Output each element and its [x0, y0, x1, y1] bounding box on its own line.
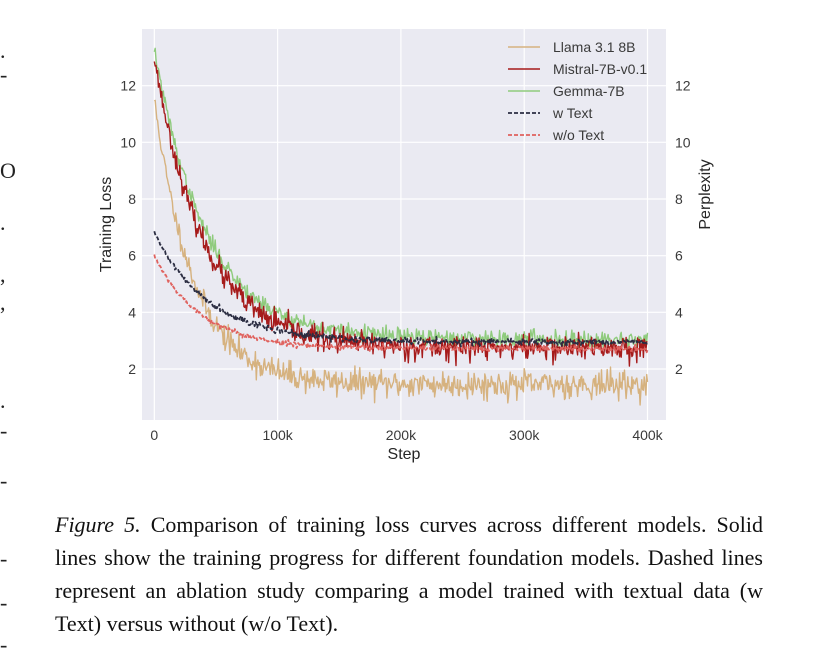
y-tick-label-right: 2 [675, 361, 683, 377]
legend-label: Gemma-7B [553, 83, 625, 99]
margin-mark: . [0, 388, 6, 413]
margin-mark: , [0, 262, 6, 287]
x-tick-label: 200k [386, 427, 417, 443]
y-tick-label-right: 8 [675, 191, 683, 207]
margin-mark: - [0, 546, 8, 571]
grid-lines [142, 29, 666, 420]
margin-mark: . [0, 38, 6, 63]
y-tick-label: 6 [128, 248, 136, 264]
y-tick-label: 10 [120, 134, 136, 150]
legend-label: w/o Text [552, 127, 604, 143]
left-margin-fragments: . - O . , , . - - - - - [0, 0, 20, 670]
margin-mark: - [0, 418, 8, 443]
legend-label: Llama 3.1 8B [553, 39, 636, 55]
y-tick-label-right: 10 [675, 134, 691, 150]
margin-mark: - [0, 632, 8, 657]
tick-labels: 0 100k 200k 300k 400k 2 2 4 4 6 6 8 8 10 10 12 12 [120, 78, 690, 443]
x-tick-label: 100k [262, 427, 293, 443]
legend: Llama 3.1 8B Mistral-7B-v0.1 Gemma-7B w Tex… [508, 39, 647, 143]
y-tick-label: 2 [128, 361, 136, 377]
legend-label: w Text [552, 105, 593, 121]
y-tick-label: 8 [128, 191, 136, 207]
y-tick-label: 12 [120, 78, 136, 94]
x-tick-label: 0 [150, 427, 158, 443]
y-tick-label-right: 4 [675, 304, 683, 320]
x-axis-label: Step [388, 446, 421, 463]
margin-mark: , [0, 290, 6, 315]
series-line-1 [153, 61, 648, 367]
series-line-3 [153, 231, 648, 348]
margin-mark: - [0, 590, 8, 615]
series-line-4 [153, 254, 649, 354]
margin-mark: - [0, 468, 8, 493]
y-axis-label-right: Perplexity [697, 159, 714, 229]
y-tick-label-right: 12 [675, 78, 691, 94]
y-tick-label-right: 6 [675, 248, 683, 264]
margin-mark: - [0, 62, 8, 87]
y-axis-label: Training Loss [98, 177, 115, 272]
series-line-0 [153, 99, 649, 406]
training-loss-chart: 0 100k 200k 300k 400k 2 2 4 4 6 6 8 8 10 10 12 12 Llama … [98, 29, 714, 463]
caption-label: Figure 5. [55, 512, 141, 537]
x-tick-label: 400k [632, 427, 663, 443]
legend-label: Mistral-7B-v0.1 [553, 61, 647, 77]
figure-caption: Figure 5. Comparison of training loss cu… [55, 508, 763, 640]
series-lines [153, 47, 649, 406]
x-tick-label: 300k [509, 427, 540, 443]
margin-mark: O [0, 158, 16, 183]
margin-mark: . [0, 210, 6, 235]
caption-text: Comparison of training loss curves acros… [55, 512, 764, 636]
y-tick-label: 4 [128, 304, 136, 320]
